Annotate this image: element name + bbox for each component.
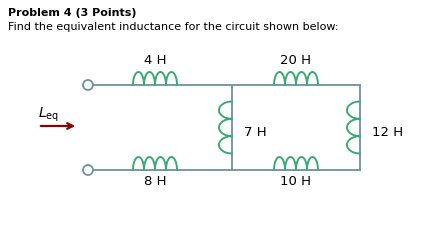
Circle shape bbox=[83, 80, 93, 90]
Text: 4 H: 4 H bbox=[144, 54, 166, 67]
Text: $L_{\rm eq}$: $L_{\rm eq}$ bbox=[38, 106, 59, 124]
Text: Problem 4 (3 Points): Problem 4 (3 Points) bbox=[8, 8, 137, 18]
Text: 7 H: 7 H bbox=[244, 126, 267, 139]
Text: Find the equivalent inductance for the circuit shown below:: Find the equivalent inductance for the c… bbox=[8, 22, 339, 32]
Text: 20 H: 20 H bbox=[280, 54, 311, 67]
Text: 12 H: 12 H bbox=[372, 126, 403, 139]
Text: 8 H: 8 H bbox=[144, 175, 166, 188]
Circle shape bbox=[83, 165, 93, 175]
Text: 10 H: 10 H bbox=[280, 175, 311, 188]
